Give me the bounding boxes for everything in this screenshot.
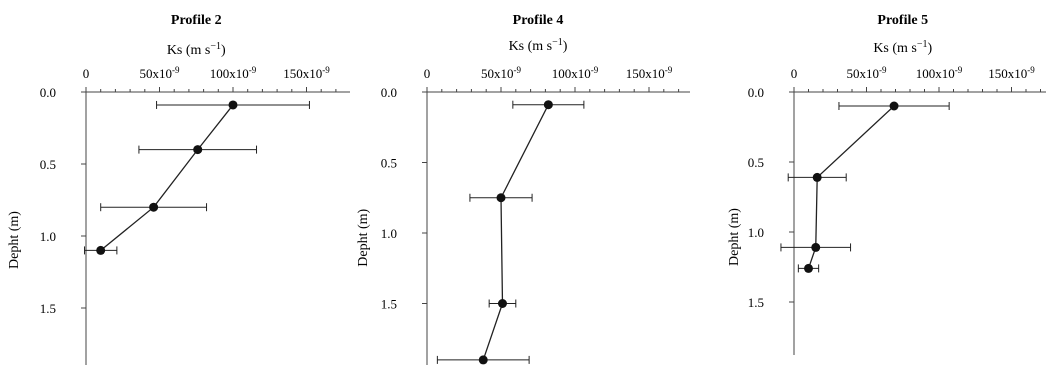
data-point — [804, 263, 813, 273]
x-tick-label-exponent: -9 — [955, 65, 963, 75]
x-tick-label-base: 150x10 — [283, 66, 322, 81]
x-axis-label-text: Ks (m s — [509, 39, 553, 54]
x-tick-label: 50x10-9 — [847, 65, 887, 81]
x-tick-label: 100x10-9 — [552, 65, 599, 81]
x-tick-label-base: 50x10 — [140, 66, 173, 81]
x-axis-label-close: ) — [221, 43, 226, 58]
x-tick-label-exponent: -9 — [665, 65, 673, 75]
data-point — [497, 299, 507, 308]
x-axis-label-close: ) — [928, 41, 933, 56]
x-tick-label-base: 50x10 — [847, 66, 880, 81]
y-axis-label: Depht (m) — [356, 208, 371, 266]
x-tick-label-exponent: -9 — [879, 65, 887, 75]
series-line — [482, 104, 549, 361]
x-tick-label-base: 0 — [83, 66, 90, 81]
x-tick-label: 50x10-9 — [481, 65, 521, 81]
data-point — [889, 101, 899, 111]
x-axis-label-exponent: −1 — [917, 39, 928, 50]
data-point — [811, 242, 821, 252]
x-tick-label-base: 150x10 — [626, 66, 665, 81]
y-tick-label: 0.5 — [748, 155, 764, 170]
y-tick-label: 1.5 — [748, 295, 764, 310]
data-point — [478, 355, 488, 365]
data-point — [228, 100, 238, 110]
data-point — [149, 202, 159, 212]
x-axis-label-exponent: −1 — [552, 37, 563, 48]
x-tick-label-base: 0 — [791, 66, 798, 81]
x-tick-label: 150x10-9 — [283, 65, 330, 81]
chart-title: Profile 4 — [513, 13, 564, 28]
x-tick-label-exponent: -9 — [1027, 65, 1035, 75]
x-tick-label: 150x10-9 — [626, 65, 673, 81]
data-point — [496, 193, 506, 203]
x-axis-label: Ks (m s−1) — [873, 39, 932, 57]
data-point — [193, 145, 203, 155]
x-tick-label-base: 50x10 — [481, 66, 514, 81]
chart-panel-profile-5: Profile 5 Ks (m s−1) Depht (m) 0 50x10-9 1… — [727, 13, 1046, 355]
x-tick-label: 150x10-9 — [988, 65, 1035, 81]
chart-title: Profile 5 — [877, 13, 928, 28]
y-tick-label: 1.0 — [381, 226, 397, 241]
y-axis-label: Depht (m) — [7, 211, 22, 269]
y-tick-label: 1.0 — [40, 229, 56, 244]
y-axis-label: Depht (m) — [727, 208, 742, 266]
y-tick-label: 0.5 — [40, 157, 56, 172]
series-line — [100, 104, 234, 251]
x-axis-label-exponent: −1 — [210, 41, 221, 52]
x-axis-label: Ks (m s−1) — [167, 41, 226, 59]
x-tick-label: 100x10-9 — [210, 65, 257, 81]
y-tick-label: 1.0 — [748, 225, 764, 240]
x-tick-label: 0 — [83, 66, 90, 81]
data-point — [812, 172, 822, 182]
x-axis-label-text: Ks (m s — [873, 41, 917, 56]
x-tick-label: 100x10-9 — [916, 65, 963, 81]
y-tick-label: 0.0 — [748, 85, 764, 100]
x-tick-label-exponent: -9 — [172, 65, 180, 75]
x-tick-label-base: 100x10 — [552, 66, 591, 81]
series-line — [807, 105, 895, 269]
x-axis-label: Ks (m s−1) — [509, 37, 568, 55]
y-tick-label: 0.0 — [381, 85, 397, 100]
chart-title: Profile 2 — [171, 13, 222, 28]
x-tick-label-base: 100x10 — [210, 66, 249, 81]
y-tick-label: 0.5 — [381, 156, 397, 171]
x-tick-label-base: 100x10 — [916, 66, 955, 81]
x-tick-label-exponent: -9 — [514, 65, 522, 75]
data-point — [543, 100, 553, 110]
x-tick-label-exponent: -9 — [249, 65, 257, 75]
chart-panel-profile-2: Profile 2 Ks (m s−1) Depht (m) 0 50x10-9 1… — [7, 13, 350, 365]
x-tick-label-base: 150x10 — [988, 66, 1027, 81]
x-tick-label-exponent: -9 — [591, 65, 599, 75]
data-point — [96, 245, 106, 255]
x-tick-label-exponent: -9 — [322, 65, 330, 75]
x-axis-label-close: ) — [563, 39, 568, 54]
y-tick-label: 0.0 — [40, 85, 56, 100]
x-tick-label: 0 — [791, 66, 798, 81]
x-tick-label-base: 0 — [424, 66, 431, 81]
x-tick-label: 50x10-9 — [140, 65, 180, 81]
y-tick-label: 1.5 — [381, 297, 397, 312]
chart-panel-profile-4: Profile 4 Ks (m s−1) Depht (m) 0 50x10-9 1… — [356, 13, 690, 365]
x-axis-label-text: Ks (m s — [167, 43, 211, 58]
y-tick-label: 1.5 — [40, 301, 56, 316]
x-tick-label: 0 — [424, 66, 431, 81]
